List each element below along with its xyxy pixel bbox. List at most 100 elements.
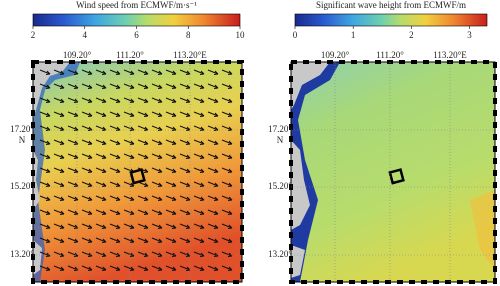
colorbar-tick-label: 10: [236, 30, 246, 40]
wind-arrow: [151, 111, 163, 117]
panel-title: Significant wave height from ECMWF/m: [316, 0, 466, 10]
wind-arrow: [123, 181, 135, 187]
wind-arrow: [67, 251, 79, 257]
wind-arrow: [53, 181, 65, 187]
colorbar-tick-label: 1: [351, 30, 356, 40]
wind-arrow: [109, 97, 121, 103]
wind-arrow: [81, 265, 93, 271]
wind-arrow: [137, 153, 149, 159]
wind-arrow: [151, 167, 163, 173]
colorbar: [32, 13, 241, 27]
wind-arrow: [137, 237, 149, 243]
wind-arrow: [123, 223, 135, 229]
wind-arrow: [67, 153, 79, 159]
lat-label: 13.20°: [10, 249, 34, 259]
wind-arrow: [81, 237, 93, 243]
wind-arrow: [221, 265, 233, 271]
wind-arrow: [67, 97, 79, 103]
wind-arrow: [95, 209, 107, 215]
wind-arrow: [179, 181, 191, 187]
wind-arrow: [151, 237, 163, 243]
wind-arrow: [81, 167, 93, 173]
wind-arrow: [193, 265, 205, 271]
wind-arrow: [109, 83, 121, 89]
wind-arrow: [95, 83, 107, 89]
wind-arrow: [193, 237, 205, 243]
colorbar-tick-label: 8: [186, 30, 191, 40]
lon-label: 113.20°E: [173, 50, 207, 60]
wind-arrow: [95, 251, 107, 257]
wind-arrow: [151, 97, 163, 103]
wind-arrow: [39, 195, 51, 201]
wind-arrow: [137, 139, 149, 145]
wind-arrow: [39, 153, 51, 159]
wind-arrow: [53, 167, 65, 173]
wind-arrow: [165, 209, 177, 215]
wind-arrow: [39, 223, 51, 229]
wind-arrow: [193, 251, 205, 257]
wind-arrow: [179, 153, 191, 159]
wind-arrow: [67, 181, 79, 187]
wind-arrow: [109, 209, 121, 215]
wind-arrow: [179, 195, 191, 201]
wind-arrow: [221, 251, 233, 257]
wind-arrow: [207, 181, 219, 187]
wind-arrow: [179, 97, 191, 103]
wind-arrow: [151, 153, 163, 159]
wind-arrow: [165, 69, 177, 75]
wind-arrow: [53, 195, 65, 201]
wind-arrow: [151, 223, 163, 229]
wind-arrow: [151, 209, 163, 215]
wind-arrow: [221, 223, 233, 229]
wind-arrow: [53, 237, 65, 243]
wind-arrow: [179, 209, 191, 215]
wind-arrow: [193, 195, 205, 201]
wind-arrow: [123, 237, 135, 243]
wind-arrow: [193, 125, 205, 131]
wind-arrow: [207, 83, 219, 89]
lon-label: 109.20°: [321, 50, 350, 60]
wind-arrow: [81, 83, 93, 89]
wind-arrow: [193, 209, 205, 215]
wind-arrow: [123, 195, 135, 201]
wind-arrow: [81, 181, 93, 187]
wind-arrow: [81, 69, 93, 75]
wind-arrow: [137, 265, 149, 271]
lon-label: 113.20°E: [433, 50, 467, 60]
wind-arrow: [81, 195, 93, 201]
wind-arrow: [221, 195, 233, 201]
wave-map: [289, 60, 497, 284]
wind-arrow: [151, 181, 163, 187]
wind-arrow: [39, 83, 51, 89]
wind-arrow: [123, 69, 135, 75]
wind-arrow: [221, 97, 233, 103]
wind-arrow: [39, 139, 51, 145]
wind-arrow: [137, 195, 149, 201]
wind-arrow: [193, 153, 205, 159]
wind-arrow: [39, 69, 51, 75]
wind-arrow: [67, 195, 79, 201]
wind-arrow: [109, 69, 121, 75]
wind-arrow: [95, 181, 107, 187]
wind-arrow: [39, 237, 51, 243]
wind-arrow: [81, 223, 93, 229]
wind-arrow: [53, 97, 65, 103]
wind-arrow: [137, 83, 149, 89]
wind-arrow: [95, 97, 107, 103]
wind-arrow: [67, 69, 79, 75]
wind-arrow: [109, 181, 121, 187]
wind-arrow: [53, 223, 65, 229]
wind-arrow: [165, 167, 177, 173]
wind-arrow: [39, 265, 51, 271]
colorbar-tick-label: 4: [83, 30, 88, 40]
wind-arrow: [53, 209, 65, 215]
wind-arrow: [67, 209, 79, 215]
wind-arrow: [207, 251, 219, 257]
colorbar-tick-label: 6: [134, 30, 139, 40]
wind-arrow: [151, 139, 163, 145]
wind-arrow: [137, 223, 149, 229]
wind-arrow: [95, 237, 107, 243]
wind-arrow: [95, 153, 107, 159]
wind-arrow: [123, 251, 135, 257]
